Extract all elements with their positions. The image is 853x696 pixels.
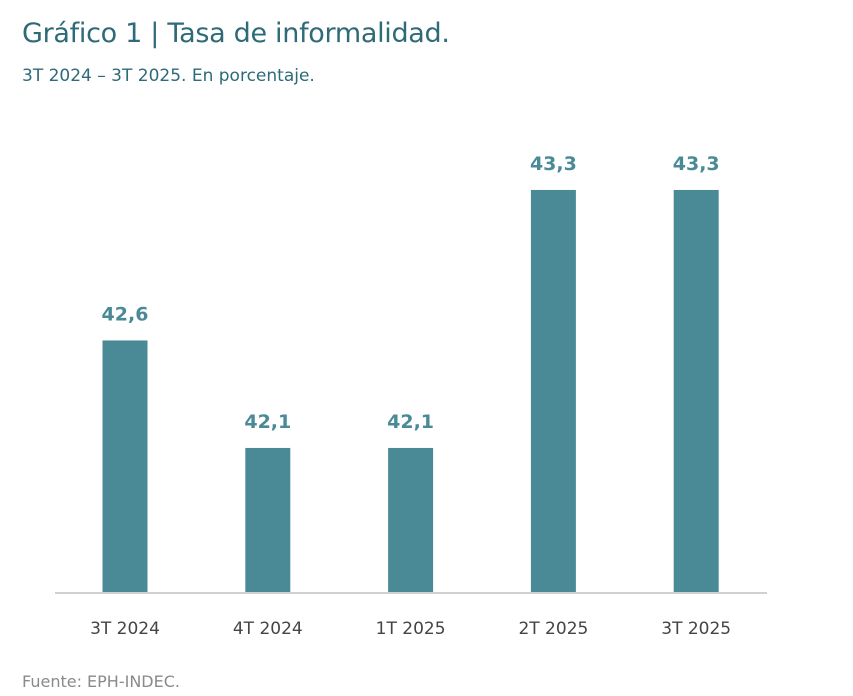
bar (530, 189, 576, 592)
bar (102, 340, 148, 592)
x-tick-label: 4T 2024 (233, 619, 303, 639)
chart-source: Fuente: EPH-INDEC. (22, 672, 180, 691)
x-tick-label: 2T 2025 (518, 619, 588, 639)
data-label: 42,1 (244, 411, 291, 433)
data-label: 42,1 (387, 411, 434, 433)
bar (673, 189, 719, 592)
data-label: 42,6 (102, 303, 149, 325)
bar (388, 447, 434, 592)
chart-subtitle: 3T 2024 – 3T 2025. En porcentaje. (22, 66, 315, 86)
data-label: 43,3 (530, 153, 577, 175)
bar (245, 447, 291, 592)
chart-title: Gráfico 1 | Tasa de informalidad. (22, 18, 450, 49)
x-tick-label: 1T 2025 (376, 619, 446, 639)
x-tick-label: 3T 2025 (661, 619, 731, 639)
data-label: 43,3 (673, 153, 720, 175)
x-tick-label: 3T 2024 (90, 619, 160, 639)
